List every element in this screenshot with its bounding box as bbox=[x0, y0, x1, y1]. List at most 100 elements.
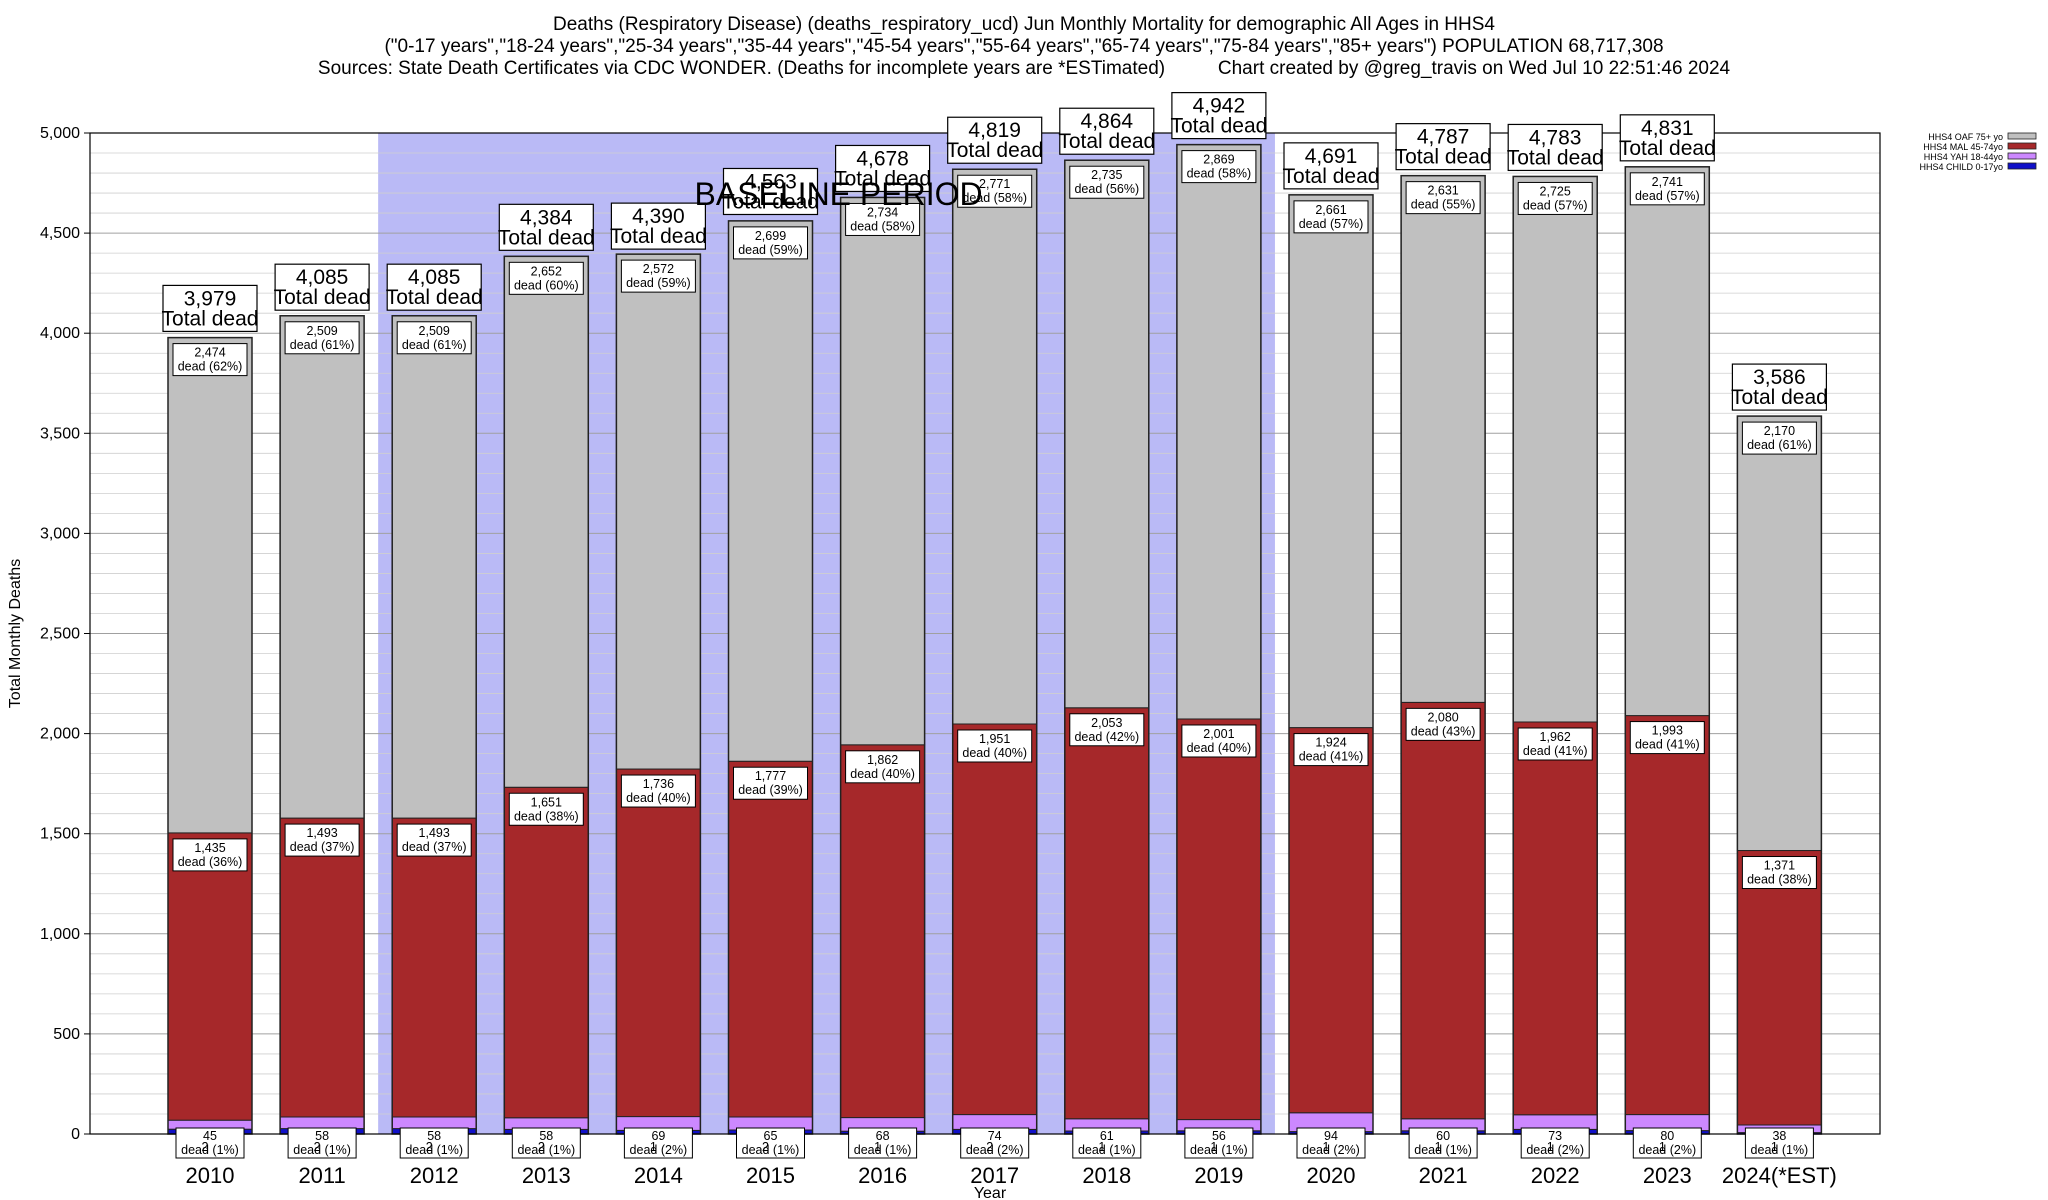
data-label-value: 1,651 bbox=[531, 795, 562, 809]
y-axis: 0 500 1,000 1,500 2,000 2,500 3,000 3,500 4,000 4… bbox=[40, 125, 90, 1143]
data-label-percent: dead (40%) bbox=[626, 791, 691, 805]
data-label-value: 2,509 bbox=[419, 324, 450, 338]
data-label-value: 65 bbox=[764, 1129, 778, 1143]
data-label-value: 69 bbox=[651, 1129, 665, 1143]
data-label-box bbox=[1293, 733, 1369, 767]
data-label-value: 2,734 bbox=[867, 205, 898, 219]
data-label-value: 2,771 bbox=[979, 177, 1010, 191]
data-label-percent: dead (57%) bbox=[1523, 198, 1588, 212]
data-label-box bbox=[1629, 721, 1705, 755]
data-label-percent: dead (62%) bbox=[178, 360, 243, 374]
data-label-box bbox=[623, 1127, 693, 1159]
bar-segment bbox=[1512, 721, 1598, 1116]
bar-segment bbox=[1624, 166, 1710, 717]
y-tick-label: 1,000 bbox=[40, 926, 80, 943]
data-label-box bbox=[175, 1127, 245, 1159]
data-label-percent: dead (40%) bbox=[1187, 741, 1252, 755]
x-category-label: 2021 bbox=[1419, 1163, 1468, 1188]
total-label-suffix: Total dead bbox=[1058, 130, 1155, 153]
data-label-box bbox=[1517, 181, 1593, 215]
total-label-box bbox=[1507, 123, 1603, 172]
bar-segment bbox=[840, 196, 926, 746]
x-axis: 2010 2011 2012 2013 2014 2015 2016 2017 2018 2019… bbox=[186, 1163, 1837, 1188]
total-label-value: 4,831 bbox=[1641, 117, 1694, 140]
data-label-box bbox=[960, 1127, 1030, 1159]
data-label-box bbox=[172, 343, 248, 377]
total-label-value: 4,384 bbox=[520, 206, 573, 229]
x-category-label: 2023 bbox=[1643, 1163, 1692, 1188]
baseline-period-label: BASELINE PERIOD bbox=[695, 176, 983, 212]
data-label-value: 1,371 bbox=[1764, 859, 1795, 873]
child-data-label: 2 bbox=[538, 1140, 545, 1154]
data-label-box bbox=[1517, 727, 1593, 761]
data-label-value: 60 bbox=[1436, 1129, 1450, 1143]
data-label-box bbox=[1744, 1127, 1814, 1159]
data-label-value: 94 bbox=[1324, 1129, 1338, 1143]
child-data-label: 1 bbox=[650, 1140, 657, 1154]
data-label-box bbox=[508, 261, 584, 295]
data-label-percent: dead (38%) bbox=[514, 809, 579, 823]
data-label-box bbox=[1741, 856, 1817, 890]
chart-subtitle: ("0-17 years","18-24 years","25-34 years… bbox=[384, 36, 1664, 57]
data-label-box bbox=[1184, 1127, 1254, 1159]
y-tick-label: 4,000 bbox=[40, 325, 80, 342]
data-label-value: 1,736 bbox=[643, 777, 674, 791]
data-label-value: 2,080 bbox=[1427, 710, 1458, 724]
child-data-label: 1 bbox=[1659, 1140, 1666, 1154]
data-label-value: 58 bbox=[427, 1129, 441, 1143]
total-label-value: 4,678 bbox=[856, 147, 909, 170]
child-data-label: 1 bbox=[1771, 1140, 1778, 1154]
data-label-value: 2,053 bbox=[1091, 716, 1122, 730]
data-label-box bbox=[1181, 724, 1257, 758]
bar-segment bbox=[1736, 850, 1822, 1126]
total-label-box bbox=[1283, 142, 1379, 190]
data-label-value: 1,962 bbox=[1540, 730, 1571, 744]
total-label-box bbox=[162, 284, 258, 333]
data-label-box bbox=[399, 1127, 469, 1159]
data-label-value: 2,474 bbox=[194, 346, 225, 360]
child-data-label: 2 bbox=[314, 1140, 321, 1154]
total-label-box bbox=[274, 263, 370, 311]
total-label-suffix: Total dead bbox=[1507, 146, 1604, 169]
y-tick-label: 1,500 bbox=[40, 826, 80, 843]
bar-segment bbox=[615, 253, 701, 770]
bar-segment bbox=[391, 1116, 477, 1130]
x-category-label: 2015 bbox=[746, 1163, 795, 1188]
child-data-label: 2 bbox=[762, 1140, 769, 1154]
data-label-percent: dead (61%) bbox=[402, 338, 467, 352]
child-data-label: 1 bbox=[1547, 1140, 1554, 1154]
total-label-suffix: Total dead bbox=[946, 139, 1043, 162]
data-label-value: 2,509 bbox=[306, 324, 337, 338]
bar-segment bbox=[1064, 159, 1150, 709]
total-label-value: 4,864 bbox=[1081, 110, 1134, 133]
y-axis-label: Total Monthly Deaths bbox=[7, 559, 24, 708]
bar-segment bbox=[1288, 194, 1374, 729]
data-label-box bbox=[733, 226, 808, 260]
chart-sources-line: Sources: State Death Certificates via CD… bbox=[0, 58, 2048, 80]
total-label-value: 4,691 bbox=[1305, 145, 1358, 168]
data-label-box bbox=[396, 823, 472, 857]
bar-segment bbox=[952, 723, 1038, 1116]
data-label-box bbox=[284, 823, 360, 857]
child-data-label: 1 bbox=[1098, 1140, 1105, 1154]
chart-credit: Chart created by @greg_travis on Wed Jul… bbox=[1217, 58, 1731, 79]
data-label-box bbox=[287, 1127, 357, 1159]
data-label-box bbox=[508, 792, 584, 826]
bar-segment bbox=[1288, 727, 1374, 1114]
total-label-box bbox=[834, 144, 931, 193]
